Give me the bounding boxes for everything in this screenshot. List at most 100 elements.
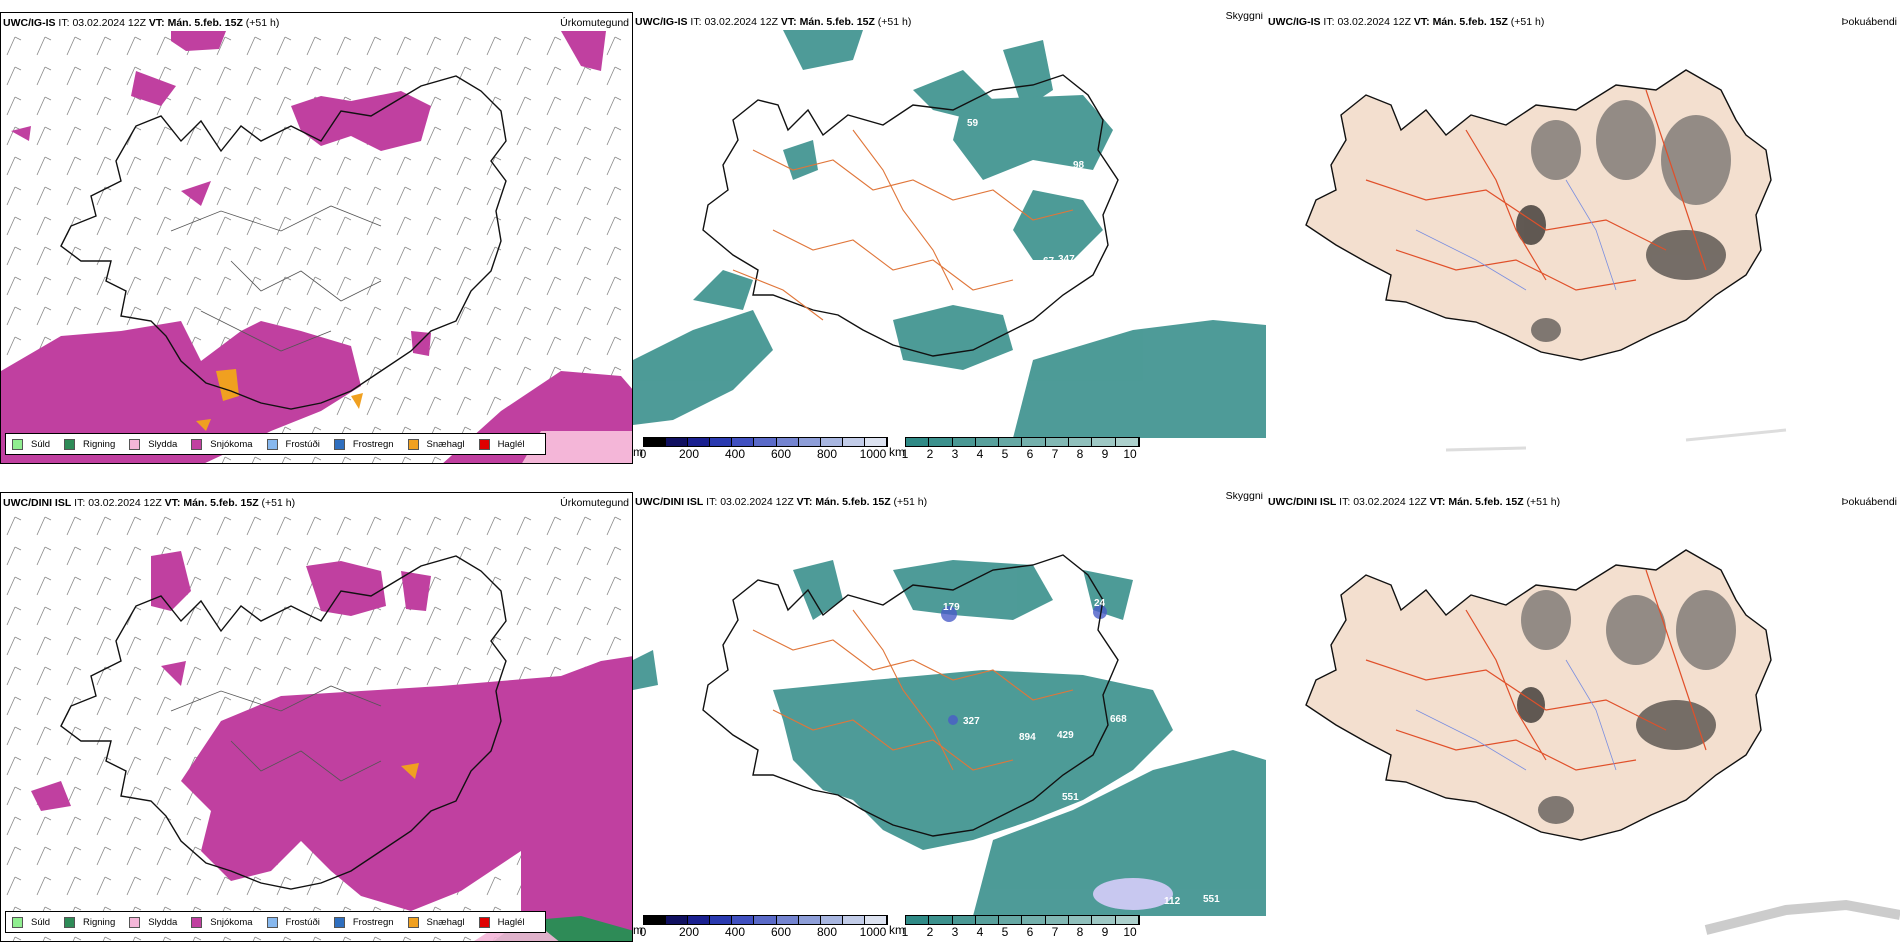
scale-tick-label: 2: [926, 447, 934, 461]
roads: [732, 129, 1074, 321]
panel-header: UWC/DINI ISL IT: 03.02.2024 12Z VT: Mán.…: [633, 492, 1266, 516]
valid-time: Mán. 5.feb. 15Z: [815, 496, 891, 508]
ceiling-scale: 0 200 400 600 800 1000: [640, 437, 888, 461]
scale-tick-label: 9: [1101, 447, 1109, 461]
scale-tick-label: 1000: [859, 925, 887, 939]
legend-swatch: [129, 438, 141, 450]
colorbar-segment: [975, 916, 1000, 924]
colorbar-segment: [1092, 916, 1116, 924]
cloud-map-svg: 179 21 462 362 327 894 429 668 551 215 3…: [633, 554, 1266, 916]
panel-header: UWC/DINI ISL IT: 03.02.2024 12Z VT: Mán.…: [1266, 492, 1900, 516]
it-prefix: IT:: [706, 496, 718, 508]
panel-header: UWC/IG-IS IT: 03.02.2024 12Z VT: Mán. 5.…: [633, 12, 1266, 36]
iceland-outline: [60, 555, 507, 890]
precip-legend: Súld Rigning Slydda Snjókoma Frostúði Frostre…: [5, 911, 546, 933]
panel-title: Þokuábendi: [1841, 16, 1897, 28]
colorbar-segment: [1022, 438, 1046, 446]
legend-label: Rigning: [83, 916, 116, 928]
legend-swatch: [478, 438, 490, 450]
scale-tick-label: 1: [901, 925, 909, 939]
roads: [752, 609, 1074, 771]
legend-swatch: [478, 916, 490, 928]
panel-title: Úrkomutegund: [560, 497, 629, 509]
model-name: UWC/IG-IS: [3, 17, 56, 29]
bottom-cloud-panel: UWC/DINI ISL IT: 03.02.2024 12Z VT: Mán.…: [633, 492, 1266, 942]
colorbar-segment: [820, 438, 843, 446]
iceland-outline: [702, 74, 1119, 357]
colorbar-segment: [644, 438, 667, 446]
scale-tick-label: 4: [976, 447, 984, 461]
legend-label: Haglél: [497, 438, 525, 450]
colorbar-segment: [1069, 438, 1093, 446]
colorbar-segment: [732, 916, 755, 924]
bottom-fog-panel: UWC/DINI ISL IT: 03.02.2024 12Z VT: Mán.…: [1266, 492, 1900, 942]
fog-map-svg: [1305, 69, 1787, 452]
scale-tick-label: 600: [770, 925, 792, 939]
fog-map: [1266, 510, 1900, 942]
colorbar-segment: [688, 438, 711, 446]
it-prefix: IT:: [74, 497, 86, 509]
model-name: UWC/DINI ISL: [635, 496, 704, 508]
vt-prefix: VT:: [148, 17, 165, 29]
bottom-precip-panel: UWC/DINI ISL IT: 03.02.2024 12Z VT: Mán.…: [0, 492, 633, 942]
scale-tick-label: 5: [1001, 447, 1009, 461]
scale-tick-label: 10: [1123, 447, 1137, 461]
roads: [1365, 569, 1707, 771]
colorbar-segment: [754, 438, 777, 446]
legend-item: Haglél: [478, 916, 525, 928]
scale-tick-label: 800: [816, 447, 838, 461]
colorbar-segment: [1045, 438, 1070, 446]
colorbar-segment: [842, 438, 865, 446]
legend-label: Slydda: [148, 916, 178, 928]
scale-tick-label: 8: [1076, 447, 1084, 461]
ceiling-label: 215: [915, 860, 932, 871]
legend-swatch: [129, 916, 141, 928]
offshore-fog: [1445, 428, 1787, 452]
legend-item: Frostúði: [266, 438, 320, 450]
legend-item: Haglél: [478, 438, 525, 450]
scale-tick-label: 1000: [859, 447, 887, 461]
ceiling-label: 462: [950, 634, 967, 645]
colorbar-segment: [1115, 916, 1139, 924]
roads: [1365, 89, 1707, 291]
colorbar-segment: [798, 916, 821, 924]
panel-header: UWC/IG-IS IT: 03.02.2024 12Z VT: Mán. 5.…: [1, 13, 632, 37]
scale-tick-label: 3: [951, 925, 959, 939]
panel-title: Skyggni: [1225, 12, 1263, 22]
lead-time: (+51 h): [261, 497, 296, 509]
legend-swatch: [191, 916, 203, 928]
scale-tick-label: 6: [1026, 447, 1034, 461]
ceiling-unit: m: [633, 445, 643, 459]
scale-tick-label: 8: [1076, 925, 1084, 939]
lead-time: (+51 h): [1526, 496, 1561, 508]
model-name: UWC/DINI ISL: [1268, 496, 1337, 508]
colorbar-segment: [776, 438, 799, 446]
lead-time: (+51 h): [893, 496, 928, 508]
model-name: UWC/IG-IS: [1268, 16, 1321, 28]
ceiling-label: 347: [1058, 254, 1075, 265]
colorbar-segment: [710, 438, 733, 446]
roads: [170, 685, 382, 782]
it-prefix: IT:: [58, 17, 70, 29]
vt-prefix: VT:: [1413, 16, 1430, 28]
ceiling-label: 551: [1062, 792, 1079, 803]
legend-swatch: [64, 438, 76, 450]
vt-prefix: VT:: [164, 497, 181, 509]
legend-label: Frostregn: [352, 916, 394, 928]
rivers: [1415, 659, 1617, 771]
scale-tick-label: 10: [1123, 925, 1137, 939]
scale-tick-label: 7: [1051, 447, 1059, 461]
precip-map: [1, 511, 632, 941]
legend-label: Snjókoma: [210, 916, 253, 928]
ceiling-scale: 0 200 400 600 800 1000: [640, 915, 888, 939]
visibility-unit: km: [889, 445, 905, 459]
ceiling-label: 24: [1094, 598, 1106, 609]
ceiling-label: 668: [1110, 714, 1127, 725]
ceiling-label: 429: [1057, 730, 1074, 741]
roads: [170, 205, 382, 352]
colorbar-segment: [732, 438, 755, 446]
ceiling-label: 179: [943, 602, 960, 613]
colorbar-segment: [820, 916, 843, 924]
panel-title: Úrkomutegund: [560, 17, 629, 29]
colorbar-segment: [929, 916, 953, 924]
